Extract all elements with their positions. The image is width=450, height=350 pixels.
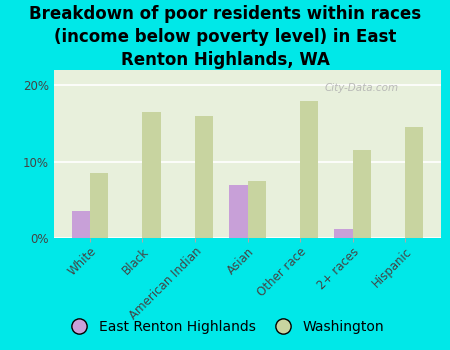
Bar <box>352 150 371 238</box>
Bar <box>195 116 213 238</box>
Bar <box>300 100 319 238</box>
Bar <box>72 211 90 238</box>
Text: Breakdown of poor residents within races
(income below poverty level) in East
Re: Breakdown of poor residents within races… <box>29 5 421 69</box>
Bar <box>405 127 423 238</box>
Bar <box>229 184 248 238</box>
Text: City-Data.com: City-Data.com <box>325 83 399 93</box>
Bar <box>143 112 161 238</box>
Legend: East Renton Highlands, Washington: East Renton Highlands, Washington <box>60 314 390 340</box>
Bar <box>248 181 266 238</box>
Bar <box>334 229 352 238</box>
Bar <box>90 173 108 238</box>
